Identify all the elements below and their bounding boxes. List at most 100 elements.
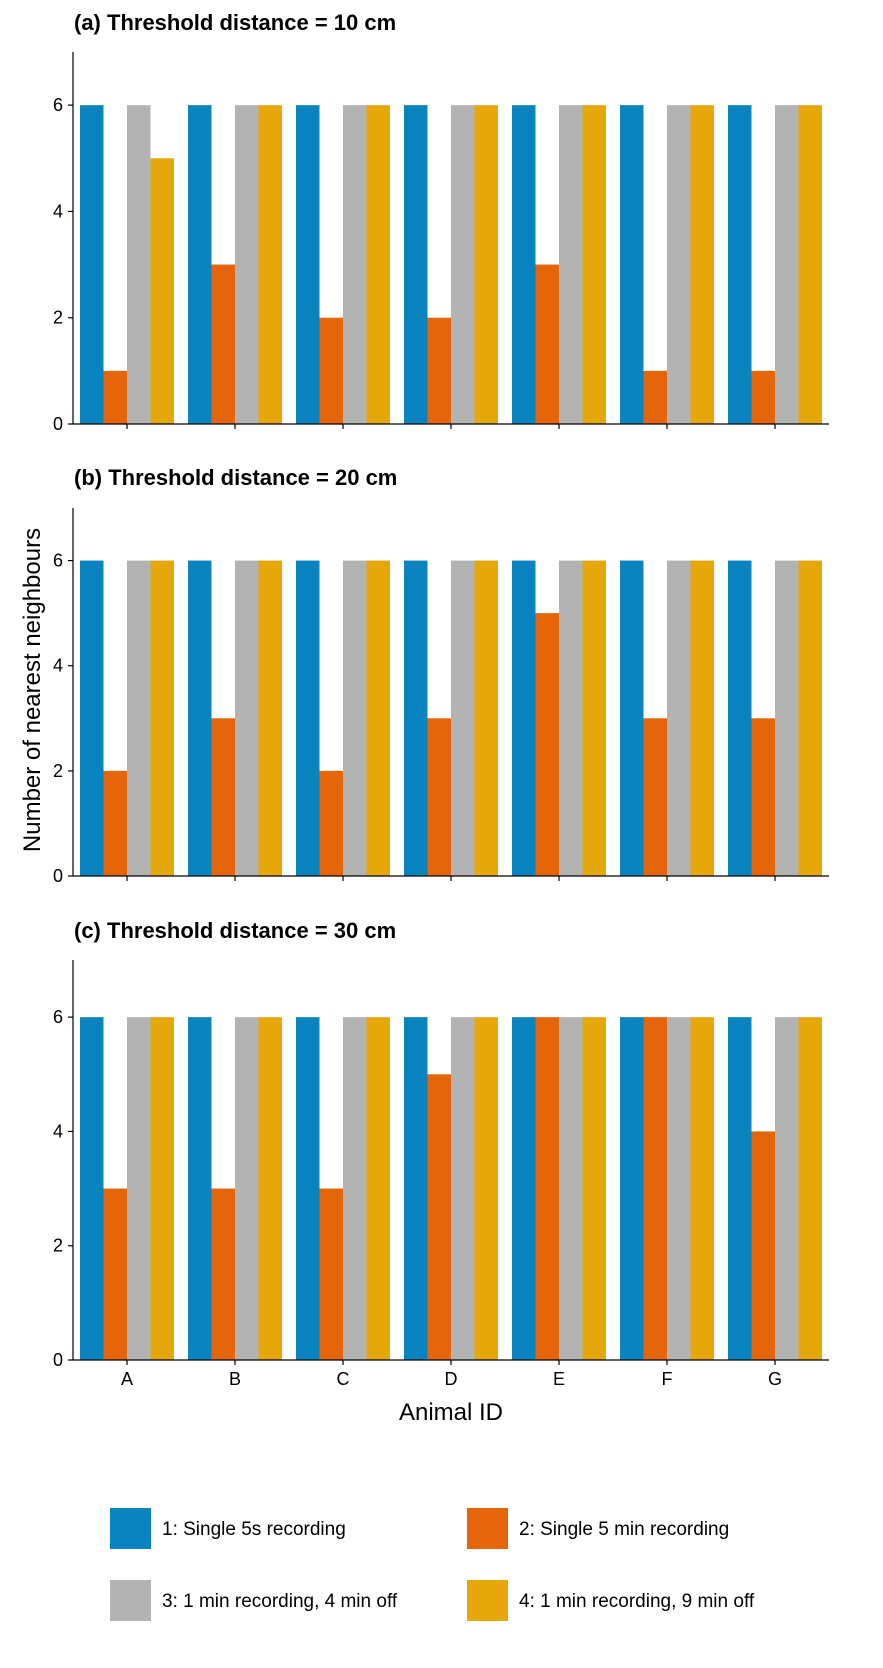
bar-E-series-4: [582, 105, 606, 425]
bar-F-series-2: [643, 370, 667, 424]
x-tick-label: G: [768, 1369, 782, 1389]
bar-F-series-1: [620, 560, 644, 876]
y-tick-label: 4: [53, 1121, 63, 1141]
x-axis-title: Animal ID: [399, 1399, 503, 1426]
bar-F-series-3: [667, 1017, 691, 1360]
bar-G-series-3: [775, 105, 799, 425]
bar-F-series-3: [667, 105, 691, 425]
bar-G-series-4: [798, 105, 822, 425]
bar-E-series-1: [512, 105, 536, 425]
bar-B-series-3: [235, 1017, 259, 1360]
bar-E-series-3: [559, 105, 583, 425]
legend-item-1: 1: Single 5s recording: [110, 1508, 346, 1549]
panel-b: (b) Threshold distance = 20 cm 0 2 4 6: [53, 465, 829, 886]
bar-D-series-4: [474, 560, 498, 876]
x-tick-label: D: [445, 1369, 458, 1389]
panel-title: (c) Threshold distance = 30 cm: [74, 918, 396, 943]
bar-G-series-3: [775, 560, 799, 876]
bar-D-series-3: [451, 1017, 475, 1360]
bar-C-series-1: [296, 105, 320, 425]
bar-F-series-4: [690, 560, 714, 876]
legend-label: 4: 1 min recording, 9 min off: [519, 1591, 755, 1612]
bar-F-series-1: [620, 1017, 644, 1360]
bar-E-series-1: [512, 1017, 536, 1360]
x-tick-label: A: [121, 1369, 133, 1389]
y-tick-label: 2: [53, 1236, 63, 1256]
bar-E-series-2: [535, 264, 559, 424]
bar-D-series-4: [474, 105, 498, 425]
y-tick-label: 4: [53, 201, 63, 221]
bar-A-series-3: [127, 560, 151, 876]
bar-G-series-1: [728, 105, 752, 425]
bar-A-series-4: [150, 158, 174, 425]
bar-B-series-3: [235, 560, 259, 876]
bar-B-series-4: [258, 1017, 282, 1360]
bar-C-series-2: [319, 770, 343, 876]
bar-E-series-1: [512, 560, 536, 876]
panel-title: (a) Threshold distance = 10 cm: [74, 10, 396, 35]
bar-G-series-4: [798, 1017, 822, 1360]
bar-B-series-4: [258, 560, 282, 876]
bar-B-series-2: [211, 1188, 235, 1360]
bar-G-series-2: [751, 1131, 775, 1360]
bar-E-series-2: [535, 613, 559, 876]
y-tick-label: 6: [53, 551, 63, 571]
bar-B-series-2: [211, 718, 235, 876]
y-tick-label: 2: [53, 761, 63, 781]
legend-item-2: 2: Single 5 min recording: [467, 1508, 729, 1549]
bar-F-series-4: [690, 105, 714, 425]
legend-item-4: 4: 1 min recording, 9 min off: [467, 1580, 755, 1621]
legend-item-3: 3: 1 min recording, 4 min off: [110, 1580, 398, 1621]
y-tick-label: 0: [53, 1350, 63, 1370]
bar-B-series-1: [188, 105, 212, 425]
bar-G-series-1: [728, 1017, 752, 1360]
bar-A-series-4: [150, 560, 174, 876]
bar-C-series-3: [343, 1017, 367, 1360]
panel-c: (c) Threshold distance = 30 cm 0 2 4 6 A B C D E F…: [53, 918, 829, 1389]
bar-B-series-3: [235, 105, 259, 425]
bar-E-series-4: [582, 1017, 606, 1360]
bar-D-series-2: [427, 317, 451, 424]
bar-A-series-1: [80, 105, 104, 425]
bar-B-series-1: [188, 1017, 212, 1360]
bar-A-series-2: [103, 770, 127, 876]
legend-swatch: [110, 1508, 151, 1549]
bar-A-series-2: [103, 370, 127, 424]
bar-A-series-1: [80, 560, 104, 876]
bar-A-series-2: [103, 1188, 127, 1360]
bar-C-series-2: [319, 317, 343, 424]
bar-F-series-3: [667, 560, 691, 876]
bar-G-series-2: [751, 370, 775, 424]
bar-F-series-2: [643, 1017, 667, 1360]
bar-A-series-3: [127, 105, 151, 425]
x-tick-label: B: [229, 1369, 241, 1389]
bar-D-series-2: [427, 718, 451, 876]
bar-E-series-4: [582, 560, 606, 876]
bar-G-series-1: [728, 560, 752, 876]
bar-G-series-3: [775, 1017, 799, 1360]
x-tick-label: F: [662, 1369, 673, 1389]
bar-F-series-1: [620, 105, 644, 425]
bar-D-series-4: [474, 1017, 498, 1360]
y-tick-label: 6: [53, 1007, 63, 1027]
y-tick-label: 0: [53, 866, 63, 886]
bar-G-series-2: [751, 718, 775, 876]
bar-C-series-4: [366, 560, 390, 876]
bar-F-series-4: [690, 1017, 714, 1360]
bar-D-series-1: [404, 105, 428, 425]
bar-C-series-3: [343, 560, 367, 876]
bar-A-series-3: [127, 1017, 151, 1360]
bar-C-series-4: [366, 1017, 390, 1360]
bar-C-series-1: [296, 1017, 320, 1360]
legend-label: 1: Single 5s recording: [162, 1519, 346, 1540]
legend-label: 2: Single 5 min recording: [519, 1519, 729, 1540]
bar-D-series-1: [404, 1017, 428, 1360]
legend-swatch: [110, 1580, 151, 1621]
x-tick-label: E: [553, 1369, 565, 1389]
bar-F-series-2: [643, 718, 667, 876]
bar-C-series-3: [343, 105, 367, 425]
bar-B-series-2: [211, 264, 235, 424]
bar-D-series-3: [451, 105, 475, 425]
bar-C-series-1: [296, 560, 320, 876]
